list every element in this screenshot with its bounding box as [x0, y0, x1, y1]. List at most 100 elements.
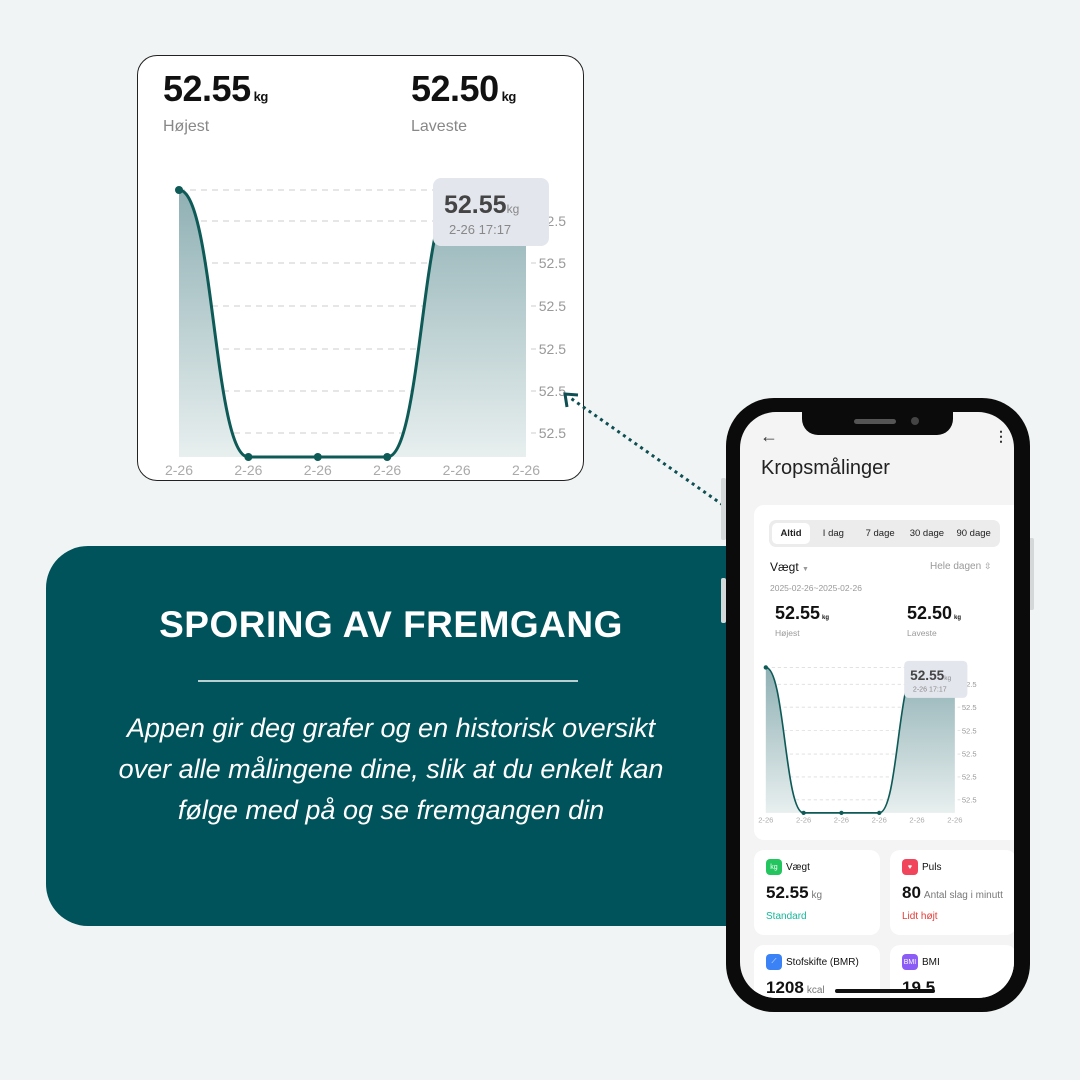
lowest-label: Laveste	[411, 118, 468, 135]
tab-altid[interactable]: Altid	[772, 523, 810, 544]
tile-2[interactable]: ♥ Puls 80 Antal slag i minutt Lidt højt	[890, 850, 1014, 935]
icon-text: ♥	[907, 863, 913, 871]
kettlebell-icon: kg	[766, 859, 782, 875]
tooltip-time: 2-26 17:17	[449, 222, 511, 237]
heart-icon: ♥	[902, 859, 918, 875]
tooltip-value: 52.55kg	[444, 191, 519, 219]
y-tick-label: 52.5	[962, 726, 977, 735]
promo-text: Appen gir deg grafer og en historisk ove…	[118, 713, 664, 825]
tooltip-value: 52.55kg	[910, 668, 951, 683]
chart-card: Altid I dag 7 dage 30 dage 90 dage Vægt …	[754, 505, 1014, 840]
icon-text: kg	[770, 863, 778, 871]
phone-mockup: ← ⋮ Kropsmålinger Altid I dag 7 dage 30 …	[726, 398, 1030, 1012]
highest-label: Højest	[775, 628, 800, 638]
y-tick-label: 52.5	[539, 341, 566, 357]
y-tick-label: 2.5	[966, 680, 977, 689]
lowest-label: Laveste	[907, 628, 937, 638]
tile-status: Lidt højt	[902, 911, 938, 922]
icon-text: ⟋	[771, 958, 777, 965]
back-arrow-icon[interactable]: ←	[760, 426, 778, 446]
unit: kg	[253, 89, 269, 104]
tile-value: 80 Antal slag i minutt	[902, 883, 1004, 903]
data-point	[877, 810, 882, 816]
tab-7-dage[interactable]: 7 dage	[865, 528, 895, 539]
time-range-tabs: Altid I dag 7 dage 30 dage 90 dage	[769, 520, 1000, 547]
phone-power-button	[1029, 538, 1034, 610]
home-indicator[interactable]	[835, 989, 935, 993]
pointer-arrow	[563, 392, 724, 507]
tooltip-number: 52.55	[910, 668, 944, 683]
y-tick-label: 52.5	[962, 750, 977, 759]
page-title: Kropsmålinger	[761, 457, 890, 479]
tab-i-dag[interactable]: I dag	[822, 528, 844, 539]
x-tick-label: 2-26	[909, 816, 924, 825]
metric-label: Vægt	[770, 560, 799, 574]
lowest-value: 52.50 kg	[907, 603, 961, 624]
x-tick-label: 2-26	[234, 462, 262, 478]
tile-label: Puls	[922, 861, 942, 873]
x-tick-label: 2-26	[512, 462, 540, 478]
lowest-value: 52.50 kg	[411, 68, 516, 110]
period-label: Hele dagen	[930, 561, 982, 572]
x-tick-label: 2-26	[758, 816, 773, 825]
phone-side-button	[721, 478, 726, 540]
unit: kcal	[806, 985, 825, 996]
data-point	[175, 186, 183, 194]
tile-status: Standard	[766, 911, 807, 922]
phone-side-button	[721, 578, 726, 623]
data-point	[839, 810, 844, 816]
value: 19.5	[902, 978, 936, 997]
tile-header: ♥ Puls	[902, 859, 1004, 875]
data-point	[383, 453, 392, 461]
y-tick-label: 52.5	[539, 298, 566, 314]
more-options-icon[interactable]: ⋮	[994, 428, 1008, 444]
y-tick-label: 2.5	[547, 213, 567, 229]
tooltip-unit: kg	[507, 202, 520, 216]
highest-value: 52.55 kg	[775, 603, 829, 624]
y-tick-label: 52.5	[539, 255, 566, 271]
x-tick-label: 2-26	[304, 462, 332, 478]
tooltip-number: 52.55	[444, 191, 507, 219]
value: 1208	[766, 978, 804, 997]
x-tick-label: 2-26	[872, 816, 887, 825]
period-select[interactable]: Hele dagen ⇳	[930, 561, 991, 572]
y-tick-label: 52.5	[962, 773, 977, 782]
tooltip-box	[433, 178, 549, 246]
data-point	[801, 810, 806, 816]
value: 80	[902, 883, 921, 902]
tile-value: 19.5	[902, 978, 1004, 998]
tile-1[interactable]: kg Vægt 52.55 kg Standard	[754, 850, 880, 935]
y-tick-label: 52.5	[962, 796, 977, 805]
x-tick-label: 2-26	[165, 462, 193, 478]
tile-value: 1208 kcal	[766, 978, 868, 998]
x-tick-label: 2-26	[834, 816, 849, 825]
unit: Antal slag i minutt	[923, 890, 1003, 901]
lowest-number: 52.50	[907, 603, 953, 623]
unit: kg	[954, 615, 962, 621]
tile-label: Stofskifte (BMR)	[786, 956, 859, 968]
promo-title: SPORING AV FREMGANG	[159, 604, 623, 645]
area-fill	[765, 667, 955, 813]
tab-30-dage[interactable]: 30 dage	[909, 528, 945, 539]
tile-label: BMI	[922, 956, 940, 968]
tab-90-dage[interactable]: 90 dage	[956, 528, 991, 539]
tile-header: ⟋ Stofskifte (BMR)	[766, 954, 868, 970]
x-tick-label: 2-26	[796, 816, 811, 825]
unit: kg	[811, 890, 823, 901]
data-point	[763, 665, 768, 670]
caret-down-icon: ▼	[802, 566, 809, 573]
highest-number: 52.55	[163, 68, 251, 109]
unit: kg	[822, 615, 830, 621]
tile-value: 52.55 kg	[766, 883, 868, 903]
bmi-icon: BMI	[902, 954, 918, 970]
dna-icon: ⟋	[766, 954, 782, 970]
notch	[802, 412, 953, 435]
highest-number: 52.55	[775, 603, 821, 623]
x-tick-label: 2-26	[443, 462, 471, 478]
data-point	[313, 453, 322, 461]
tile-header: BMI BMI	[902, 954, 1004, 970]
x-tick-label: 2-26	[947, 816, 962, 825]
y-tick-label: 52.5	[962, 703, 977, 712]
metric-dropdown[interactable]: Vægt ▼	[770, 560, 809, 574]
lowest-number: 52.50	[411, 68, 499, 109]
